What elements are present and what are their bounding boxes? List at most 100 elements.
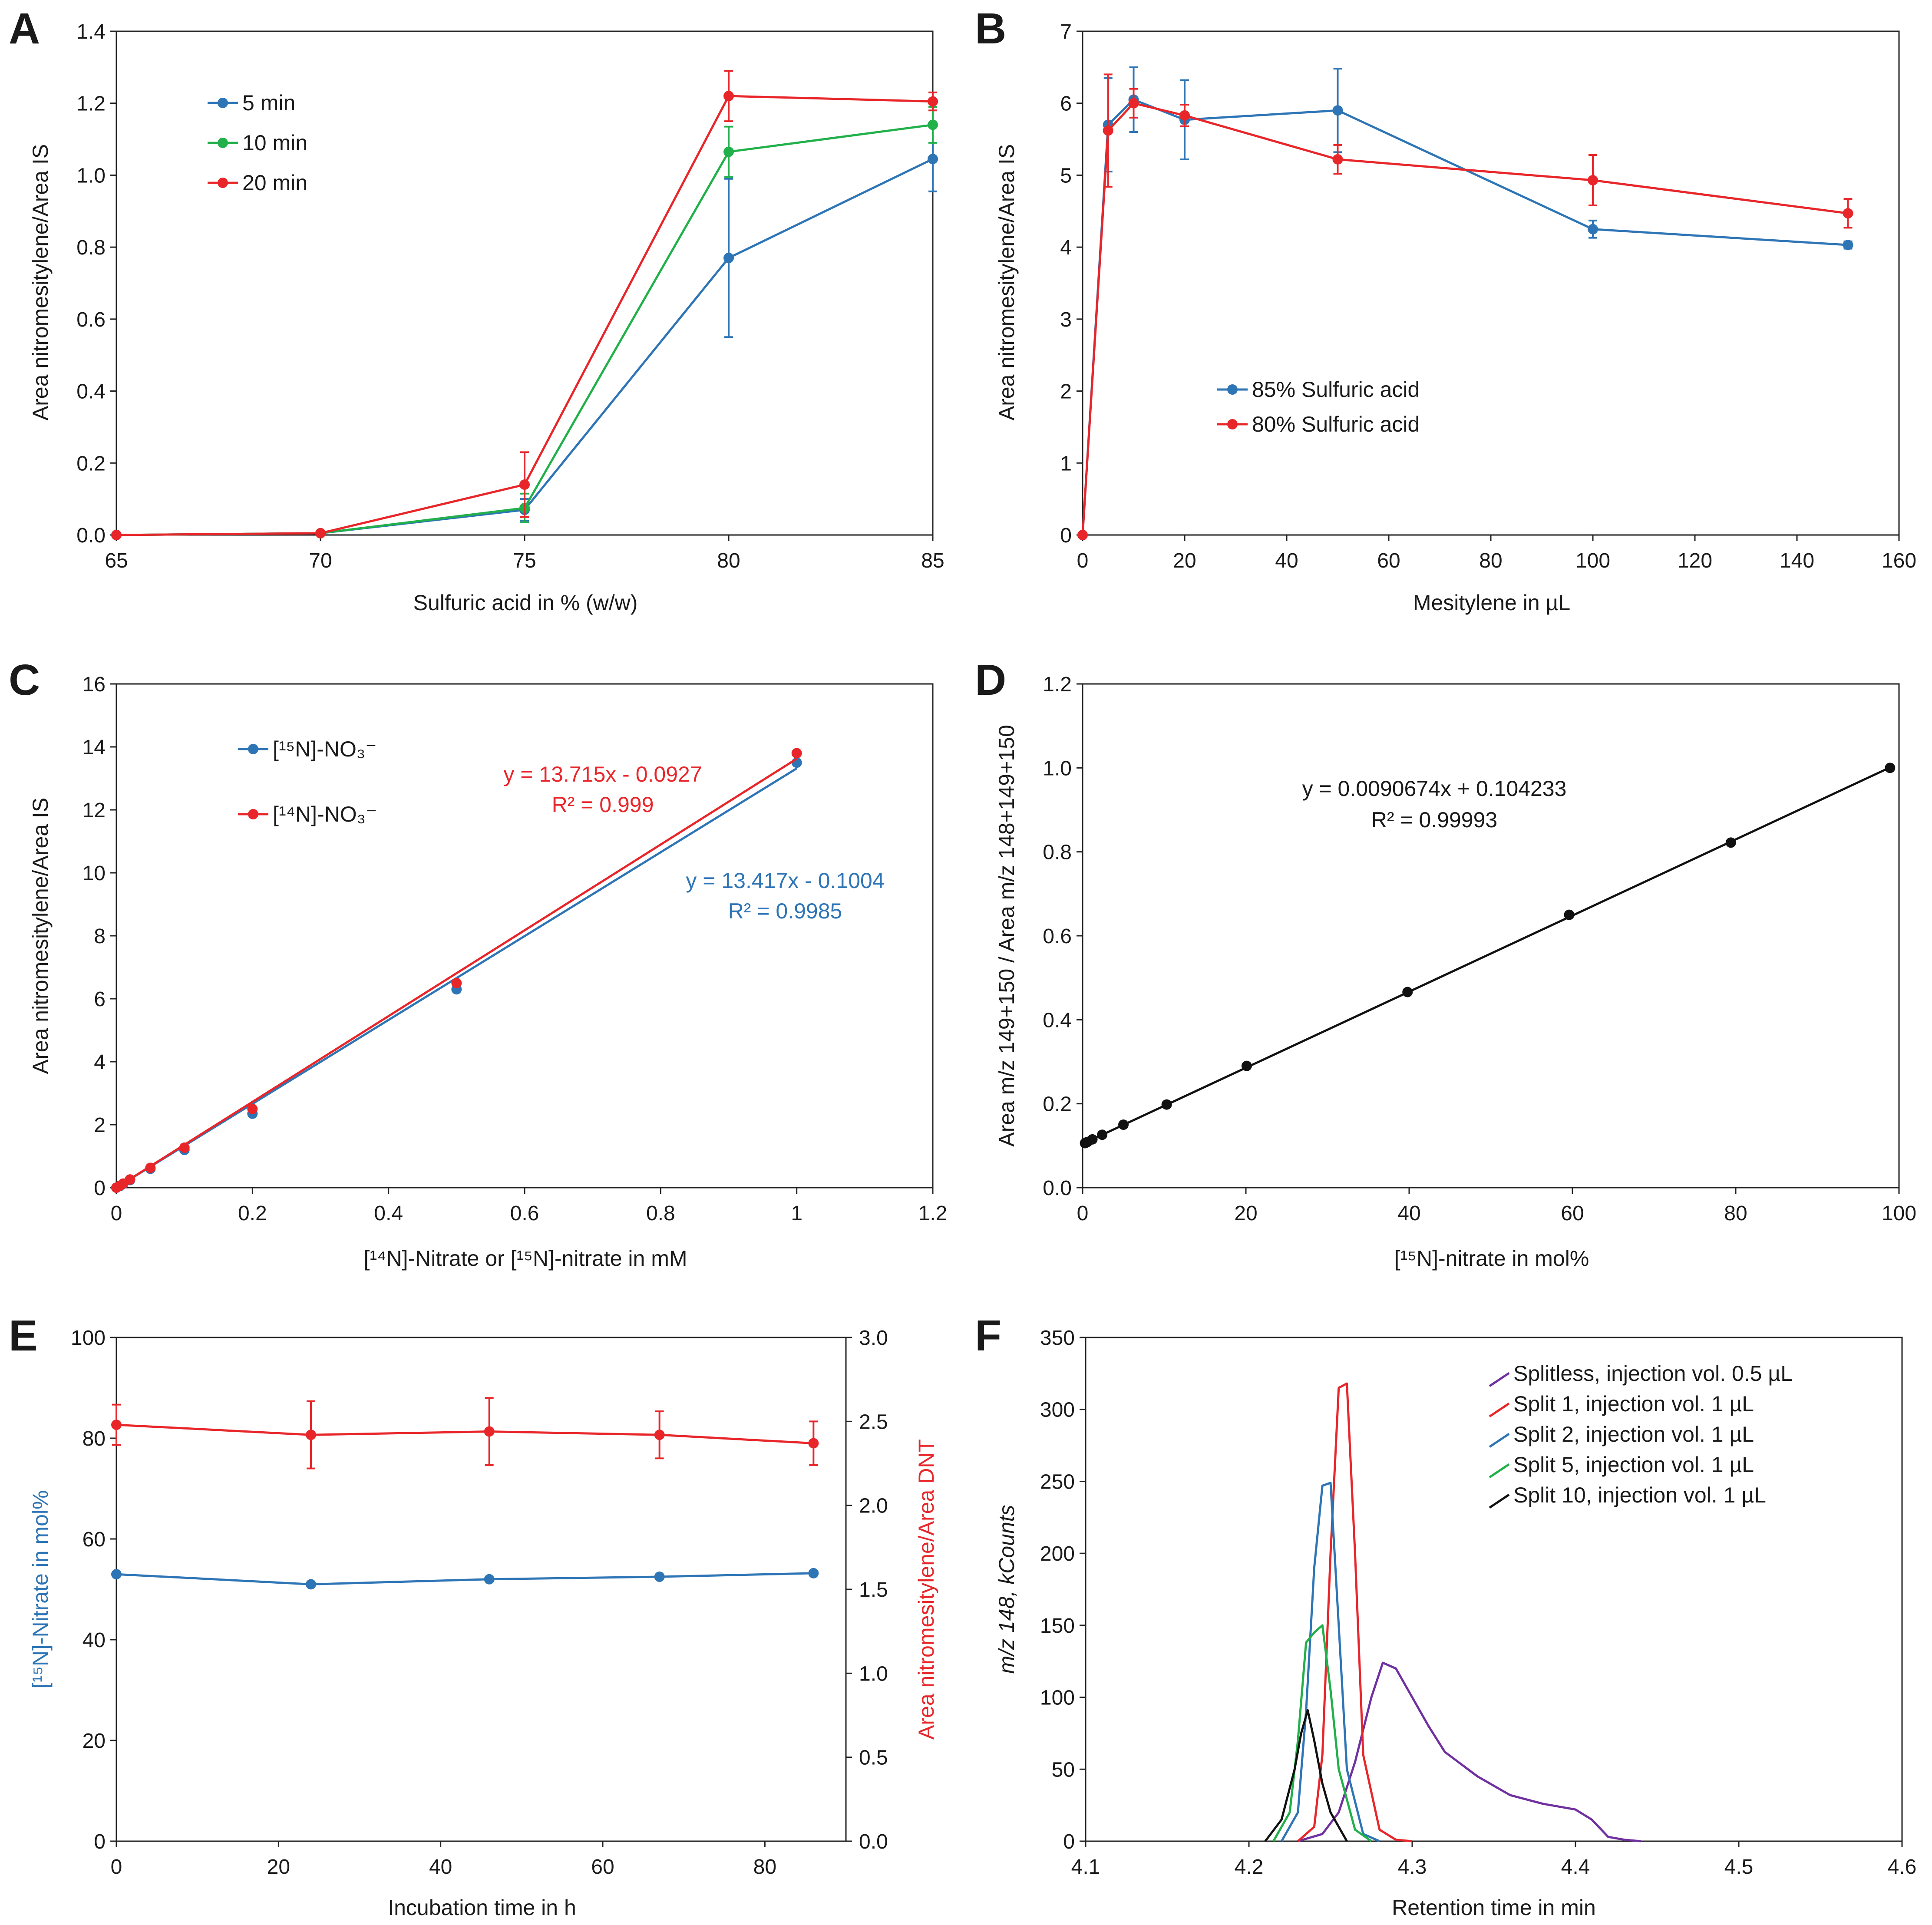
panel-a-series-1-legend-marker <box>218 138 228 148</box>
panel-b-xtick-label: 160 <box>1882 549 1916 572</box>
panel-c-series-1-point <box>451 977 462 988</box>
panel-a-series-2-point <box>519 479 530 490</box>
panel-b-series-0-point <box>1843 240 1853 251</box>
panel-f-series-0-legend-line <box>1489 1372 1510 1387</box>
panel-b-ytick-label: 7 <box>1060 20 1072 43</box>
panel-b-ylabel: Area nitromesitylene/Area IS <box>994 144 1019 420</box>
panel-c-xtick-label: 0.4 <box>374 1202 403 1225</box>
panel-c-ytick-label: 10 <box>83 862 106 885</box>
panel-a-letter: A <box>9 4 40 53</box>
panel-e-series-1-line <box>116 1423 814 1445</box>
panel-e-ytick-label: 0 <box>94 1830 106 1853</box>
panel-b-xtick-label: 40 <box>1275 549 1298 572</box>
panel-c-xtick-label: 1 <box>791 1202 803 1225</box>
panel-d-xtick-label: 60 <box>1561 1202 1584 1225</box>
panel-b-xlabel: Mesitylene in µL <box>1413 591 1570 615</box>
panel-d-trendline <box>1084 766 1891 1144</box>
panel-e-ytick-label: 20 <box>83 1730 106 1753</box>
panel-b-ytick-label: 1 <box>1060 452 1072 475</box>
panel-b-series-1-point <box>1077 530 1088 540</box>
panel-f-letter: F <box>975 1311 1001 1360</box>
panel-c-series-0-legend-marker <box>248 744 258 754</box>
panel-a-series-1-point <box>928 119 938 130</box>
panel-a-series-1-point <box>723 146 734 157</box>
panel-e-letter: E <box>9 1311 38 1360</box>
panel-c-xtick-label: 1.2 <box>918 1202 948 1225</box>
panel-b-series-1-legend-label: 80% Sulfuric acid <box>1252 412 1420 436</box>
panel-f-series-1-line <box>1297 1382 1413 1842</box>
panel-b-ytick-label: 0 <box>1060 524 1072 547</box>
panel-c-ytick-label: 4 <box>94 1051 106 1074</box>
panel-a-series-2-legend-label: 20 min <box>242 171 307 195</box>
panel-b-xtick-label: 140 <box>1780 549 1814 572</box>
panel-a-xtick-label: 65 <box>105 549 128 572</box>
panel-f-ytick-label: 50 <box>1052 1758 1075 1781</box>
panel-a-ytick-label: 1.4 <box>76 20 106 43</box>
panel-c-ytick-label: 6 <box>94 988 106 1011</box>
panel-f-series-4-legend-label: Split 10, injection vol. 1 µL <box>1513 1483 1766 1507</box>
panel-f-ytick-label: 200 <box>1040 1542 1075 1565</box>
panel-d-letter: D <box>975 656 1006 704</box>
panel-d-ytick-label: 0.6 <box>1043 925 1072 948</box>
panel-e-series-0-point <box>111 1569 122 1580</box>
panel-d-point <box>1885 763 1896 773</box>
panel-a-series-2-point <box>315 528 326 538</box>
panel-d-point <box>1097 1129 1108 1140</box>
panel-f-series-4-legend-line <box>1489 1493 1510 1509</box>
panel-e-y2tick-label: 1.0 <box>859 1662 888 1685</box>
panel-a-series-2-legend-marker <box>218 178 228 188</box>
panel-e-ylabel: [¹⁵N]-Nitrate in mol% <box>28 1490 53 1689</box>
panel-f-series-3-legend-label: Split 5, injection vol. 1 µL <box>1513 1453 1754 1477</box>
panel-a-ytick-label: 0.8 <box>76 236 106 259</box>
panel-b-series-0-point <box>1588 224 1598 234</box>
panel-f-xtick-label: 4.3 <box>1398 1856 1427 1879</box>
panel-c-series-1-point <box>247 1103 258 1114</box>
panel-a: A 65 70 75 80 85 0.0 0.2 0.4 0.6 0.8 1.0 1.2 1.4 5 mi… <box>9 4 945 615</box>
panel-d-xtick-label: 80 <box>1724 1202 1747 1225</box>
panel-f-series-0-legend-label: Splitless, injection vol. 0.5 µL <box>1513 1361 1793 1386</box>
panel-e-series-0-point <box>306 1579 316 1590</box>
panel-e-ytick-label: 80 <box>83 1427 106 1450</box>
panel-d-point <box>1402 987 1413 997</box>
panel-d-point <box>1087 1134 1098 1145</box>
panel-a-series-0-point <box>723 253 734 263</box>
panel-c-ytick-label: 0 <box>94 1177 106 1200</box>
panel-a-xtick-label: 75 <box>513 549 536 572</box>
panel-c-plot-area: 0 0.2 0.4 0.6 0.8 1 1.2 0 2 4 6 8 10 12 14 16 [¹⁵N]-NO₃⁻… <box>83 673 948 1225</box>
panel-f-ytick-label: 250 <box>1040 1470 1075 1493</box>
panel-e-xtick-label: 40 <box>429 1856 452 1879</box>
panel-b-ytick-label: 6 <box>1060 92 1072 116</box>
panel-a-ylabel: Area nitromesitylene/Area IS <box>28 144 53 420</box>
panel-d: D 0 20 40 60 80 100 0.0 0.2 0.4 0.6 0.8 1.0 1.2 y = 0… <box>975 656 1916 1271</box>
panel-e-y2tick-label: 3.0 <box>859 1327 888 1350</box>
panel-a-series-2-point <box>928 96 938 107</box>
panel-c-series-1-r2: R² = 0.999 <box>552 792 654 817</box>
panel-d-plot-area: 0 20 40 60 80 100 0.0 0.2 0.4 0.6 0.8 1.0 1.2 y = 0.0… <box>1043 673 1916 1225</box>
panel-e-series-1-point <box>484 1426 495 1437</box>
panel-b-series-1-line <box>1081 102 1848 535</box>
panel-b-series-1-point <box>1843 208 1853 219</box>
panel-c-ytick-label: 2 <box>94 1114 106 1137</box>
panel-f-xtick-label: 4.6 <box>1888 1856 1917 1879</box>
panel-c-series-0-equation: y = 13.417x - 0.1004 <box>686 868 884 893</box>
panel-d-xtick-label: 100 <box>1882 1202 1916 1225</box>
panel-d-xtick-label: 20 <box>1234 1202 1257 1225</box>
panel-a-xtick-label: 85 <box>921 549 944 572</box>
panel-e-ytick-label: 60 <box>83 1528 106 1551</box>
panel-e-xlabel: Incubation time in h <box>388 1895 576 1920</box>
panel-c-ytick-label: 8 <box>94 925 106 948</box>
panel-d-ytick-label: 0.8 <box>1043 841 1072 864</box>
panel-b-xtick-label: 20 <box>1173 549 1196 572</box>
panel-d-frame <box>1082 683 1900 1189</box>
panel-e-series-1-point <box>808 1438 819 1449</box>
panel-c-series-1-point <box>791 748 802 759</box>
panel-f-xtick-label: 4.5 <box>1724 1856 1754 1879</box>
panel-f-ylabel: m/z 148, kCounts <box>994 1505 1019 1674</box>
panel-b-series-0-legend-label: 85% Sulfuric acid <box>1252 377 1420 402</box>
panel-f-xtick-label: 4.4 <box>1561 1856 1590 1879</box>
panel-f-ytick-label: 0 <box>1063 1830 1075 1853</box>
panel-f-ytick-label: 150 <box>1040 1615 1075 1638</box>
panel-d-point <box>1725 837 1736 848</box>
panel-b-series-1-point <box>1179 110 1190 121</box>
panel-d-ytick-label: 0.2 <box>1043 1093 1072 1116</box>
